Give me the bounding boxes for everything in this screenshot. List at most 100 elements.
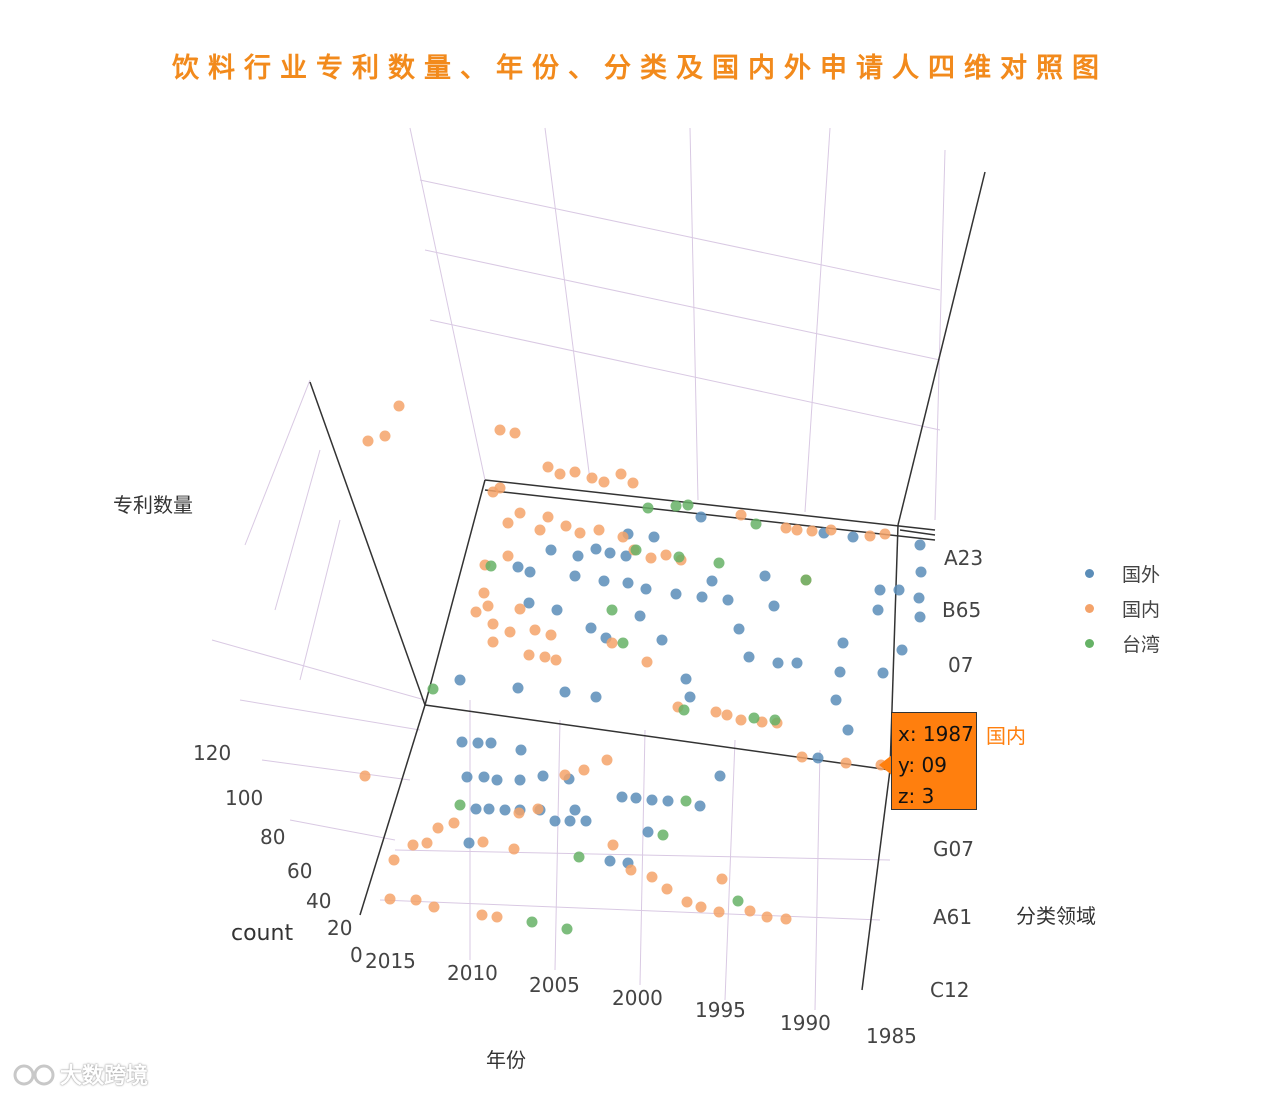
- data-point[interactable]: [661, 883, 673, 895]
- data-point[interactable]: [529, 624, 541, 636]
- data-point[interactable]: [680, 795, 692, 807]
- data-point[interactable]: [800, 574, 812, 586]
- data-point[interactable]: [515, 744, 527, 756]
- data-point[interactable]: [512, 561, 524, 573]
- data-point[interactable]: [542, 511, 554, 523]
- data-point[interactable]: [523, 597, 535, 609]
- data-point[interactable]: [662, 795, 674, 807]
- data-point[interactable]: [732, 895, 744, 907]
- data-point[interactable]: [769, 714, 781, 726]
- data-point[interactable]: [620, 550, 632, 562]
- data-point[interactable]: [478, 587, 490, 599]
- data-point[interactable]: [780, 913, 792, 925]
- data-point[interactable]: [542, 461, 554, 473]
- data-point[interactable]: [494, 482, 506, 494]
- data-point[interactable]: [696, 591, 708, 603]
- data-point[interactable]: [514, 603, 526, 615]
- data-point[interactable]: [463, 837, 475, 849]
- data-point[interactable]: [834, 666, 846, 678]
- data-point[interactable]: [772, 657, 784, 669]
- data-point[interactable]: [359, 770, 371, 782]
- data-point[interactable]: [427, 683, 439, 695]
- data-point[interactable]: [549, 815, 561, 827]
- data-point[interactable]: [550, 654, 562, 666]
- data-point[interactable]: [682, 499, 694, 511]
- data-point[interactable]: [896, 644, 908, 656]
- data-point[interactable]: [642, 502, 654, 514]
- data-point[interactable]: [598, 575, 610, 587]
- data-point[interactable]: [428, 901, 440, 913]
- data-point[interactable]: [615, 468, 627, 480]
- data-point[interactable]: [673, 551, 685, 563]
- data-point[interactable]: [604, 855, 616, 867]
- data-point[interactable]: [454, 799, 466, 811]
- data-point[interactable]: [388, 854, 400, 866]
- data-point[interactable]: [710, 706, 722, 718]
- data-point[interactable]: [915, 566, 927, 578]
- data-point[interactable]: [499, 804, 511, 816]
- data-point[interactable]: [491, 774, 503, 786]
- data-point[interactable]: [721, 709, 733, 721]
- data-point[interactable]: [523, 649, 535, 661]
- data-point[interactable]: [641, 656, 653, 668]
- data-point[interactable]: [646, 794, 658, 806]
- data-point[interactable]: [393, 400, 405, 412]
- data-point[interactable]: [448, 817, 460, 829]
- data-point[interactable]: [578, 764, 590, 776]
- data-point[interactable]: [470, 803, 482, 815]
- data-point[interactable]: [634, 610, 646, 622]
- data-point[interactable]: [604, 547, 616, 559]
- data-point[interactable]: [630, 544, 642, 556]
- data-point[interactable]: [759, 570, 771, 582]
- data-point[interactable]: [670, 588, 682, 600]
- data-point[interactable]: [470, 606, 482, 618]
- data-point[interactable]: [716, 873, 728, 885]
- data-point[interactable]: [572, 550, 584, 562]
- legend-item-domestic[interactable]: 国内: [1085, 591, 1160, 626]
- data-point[interactable]: [585, 622, 597, 634]
- data-point[interactable]: [837, 637, 849, 649]
- data-point[interactable]: [748, 712, 760, 724]
- data-point[interactable]: [670, 500, 682, 512]
- data-point[interactable]: [478, 771, 490, 783]
- data-point[interactable]: [606, 637, 618, 649]
- data-point[interactable]: [362, 435, 374, 447]
- data-point[interactable]: [606, 604, 618, 616]
- data-point[interactable]: [806, 525, 818, 537]
- data-point[interactable]: [646, 871, 658, 883]
- data-point[interactable]: [590, 543, 602, 555]
- data-point[interactable]: [842, 724, 854, 736]
- data-point[interactable]: [472, 737, 484, 749]
- data-point[interactable]: [713, 557, 725, 569]
- data-point[interactable]: [410, 894, 422, 906]
- data-points[interactable]: [359, 400, 927, 935]
- data-point[interactable]: [872, 604, 884, 616]
- data-point[interactable]: [560, 520, 572, 532]
- data-point[interactable]: [477, 836, 489, 848]
- data-point[interactable]: [648, 531, 660, 543]
- data-point[interactable]: [847, 531, 859, 543]
- data-point[interactable]: [625, 864, 637, 876]
- data-point[interactable]: [509, 427, 521, 439]
- data-point[interactable]: [617, 531, 629, 543]
- data-point[interactable]: [768, 600, 780, 612]
- data-point[interactable]: [569, 804, 581, 816]
- data-point[interactable]: [601, 754, 613, 766]
- data-point[interactable]: [812, 752, 824, 764]
- data-point[interactable]: [914, 539, 926, 551]
- data-point[interactable]: [494, 424, 506, 436]
- data-point[interactable]: [695, 901, 707, 913]
- data-point[interactable]: [656, 634, 668, 646]
- legend-item-foreign[interactable]: 国外: [1085, 556, 1160, 591]
- data-point[interactable]: [706, 575, 718, 587]
- data-point[interactable]: [713, 906, 725, 918]
- data-point[interactable]: [796, 751, 808, 763]
- data-point[interactable]: [761, 911, 773, 923]
- data-point[interactable]: [532, 803, 544, 815]
- data-point[interactable]: [539, 651, 551, 663]
- data-point[interactable]: [735, 714, 747, 726]
- data-point[interactable]: [537, 770, 549, 782]
- data-point[interactable]: [512, 682, 524, 694]
- data-point[interactable]: [545, 544, 557, 556]
